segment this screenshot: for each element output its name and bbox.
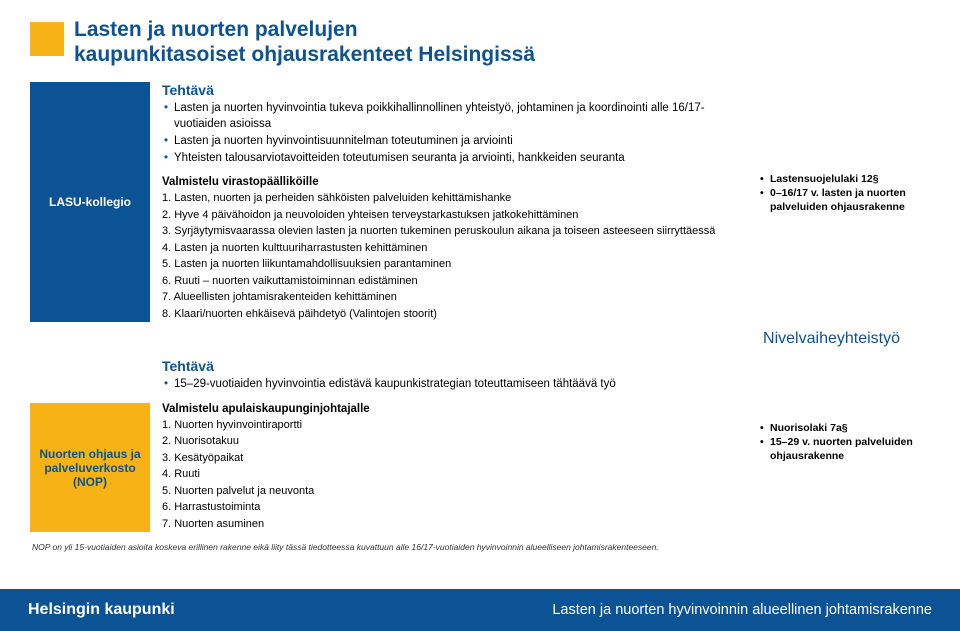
nop-item: 4. Ruuti (162, 466, 750, 483)
nivel-label: Nivelvaiheyhteistyö (30, 330, 900, 348)
nop-tehtava-list: 15–29-vuotiaiden hyvinvointia edistävä k… (162, 376, 930, 393)
nop-numlist: 1. Nuorten hyvinvointiraportti 2. Nuoris… (162, 417, 750, 533)
nop-subhead: Valmistelu apulaiskaupunginjohtajalle (162, 403, 750, 415)
lasu-item: 6. Ruuti – nuorten vaikuttamistoiminnan … (162, 273, 750, 290)
lasu-subhead: Valmistelu virastopäälliköille (162, 176, 750, 188)
nop-right-item: 15–29 v. nuorten palveluiden ohjausraken… (760, 435, 930, 463)
lasu-block: LASU-kollegio Tehtävä Lasten ja nuorten … (30, 82, 930, 323)
nop-item: 1. Nuorten hyvinvointiraportti (162, 417, 750, 434)
nop-item: 6. Harrastustoiminta (162, 499, 750, 516)
lasu-right-col: Lastensuojelulaki 12§ 0–16/17 v. lasten … (760, 172, 930, 215)
lasu-tehtava-item: Lasten ja nuorten hyvinvointia tukeva po… (162, 100, 750, 133)
lasu-tehtava-item: Lasten ja nuorten hyvinvointisuunnitelma… (162, 133, 750, 150)
lasu-item: 8. Klaari/nuorten ehkäisevä päihdetyö (V… (162, 306, 750, 323)
lasu-tehtava-item: Yhteisten talousarviotavoitteiden toteut… (162, 150, 750, 167)
nop-tehtava-heading: Tehtävä (162, 358, 930, 374)
footer-right: Lasten ja nuorten hyvinvoinnin alueellin… (552, 602, 932, 618)
footer-left: Helsingin kaupunki (28, 601, 175, 619)
nop-item: 3. Kesätyöpaikat (162, 450, 750, 467)
nop-sidebar: Nuorten ohjaus ja palveluverkosto (NOP) (30, 403, 150, 533)
lasu-tehtava-list: Lasten ja nuorten hyvinvointia tukeva po… (162, 100, 750, 167)
lasu-sidebar-label: LASU-kollegio (43, 195, 137, 209)
lasu-item: 3. Syrjäytymisvaarassa olevien lasten ja… (162, 223, 750, 240)
lasu-sidebar: LASU-kollegio (30, 82, 150, 323)
lasu-item: 7. Alueellisten johtamisrakenteiden kehi… (162, 289, 750, 306)
lasu-item: 4. Lasten ja nuorten kulttuuriharrastust… (162, 240, 750, 257)
lasu-item: 5. Lasten ja nuorten liikuntamahdollisuu… (162, 256, 750, 273)
lasu-numlist: 1. Lasten, nuorten ja perheiden sähköist… (162, 190, 750, 322)
lasu-right-item: 0–16/17 v. lasten ja nuorten palveluiden… (760, 186, 930, 214)
lasu-item: 2. Hyve 4 päivähoidon ja neuvoloiden yht… (162, 207, 750, 224)
footer-bar: Helsingin kaupunki Lasten ja nuorten hyv… (0, 589, 960, 631)
lasu-item: 1. Lasten, nuorten ja perheiden sähköist… (162, 190, 750, 207)
lasu-right-item: Lastensuojelulaki 12§ (760, 172, 930, 186)
lasu-tehtava-heading: Tehtävä (162, 82, 750, 98)
nop-item: 5. Nuorten palvelut ja neuvonta (162, 483, 750, 500)
nop-item: 2. Nuorisotakuu (162, 433, 750, 450)
page-title: Lasten ja nuorten palvelujenkaupunkitaso… (74, 18, 535, 68)
nop-block: Nuorten ohjaus ja palveluverkosto (NOP) … (30, 403, 930, 533)
nop-tehtava-item: 15–29-vuotiaiden hyvinvointia edistävä k… (162, 376, 930, 393)
title-square-icon (30, 22, 64, 56)
footnote: NOP on yli 15-vuotiaiden asioita koskeva… (30, 542, 930, 552)
nop-right-col: Nuorisolaki 7a§ 15–29 v. nuorten palvelu… (760, 421, 930, 464)
nop-item: 7. Nuorten asuminen (162, 516, 750, 533)
nop-right-item: Nuorisolaki 7a§ (760, 421, 930, 435)
nop-tehtava-wrap: Tehtävä 15–29-vuotiaiden hyvinvointia ed… (30, 358, 930, 393)
nop-sidebar-label: Nuorten ohjaus ja palveluverkosto (NOP) (30, 447, 150, 489)
